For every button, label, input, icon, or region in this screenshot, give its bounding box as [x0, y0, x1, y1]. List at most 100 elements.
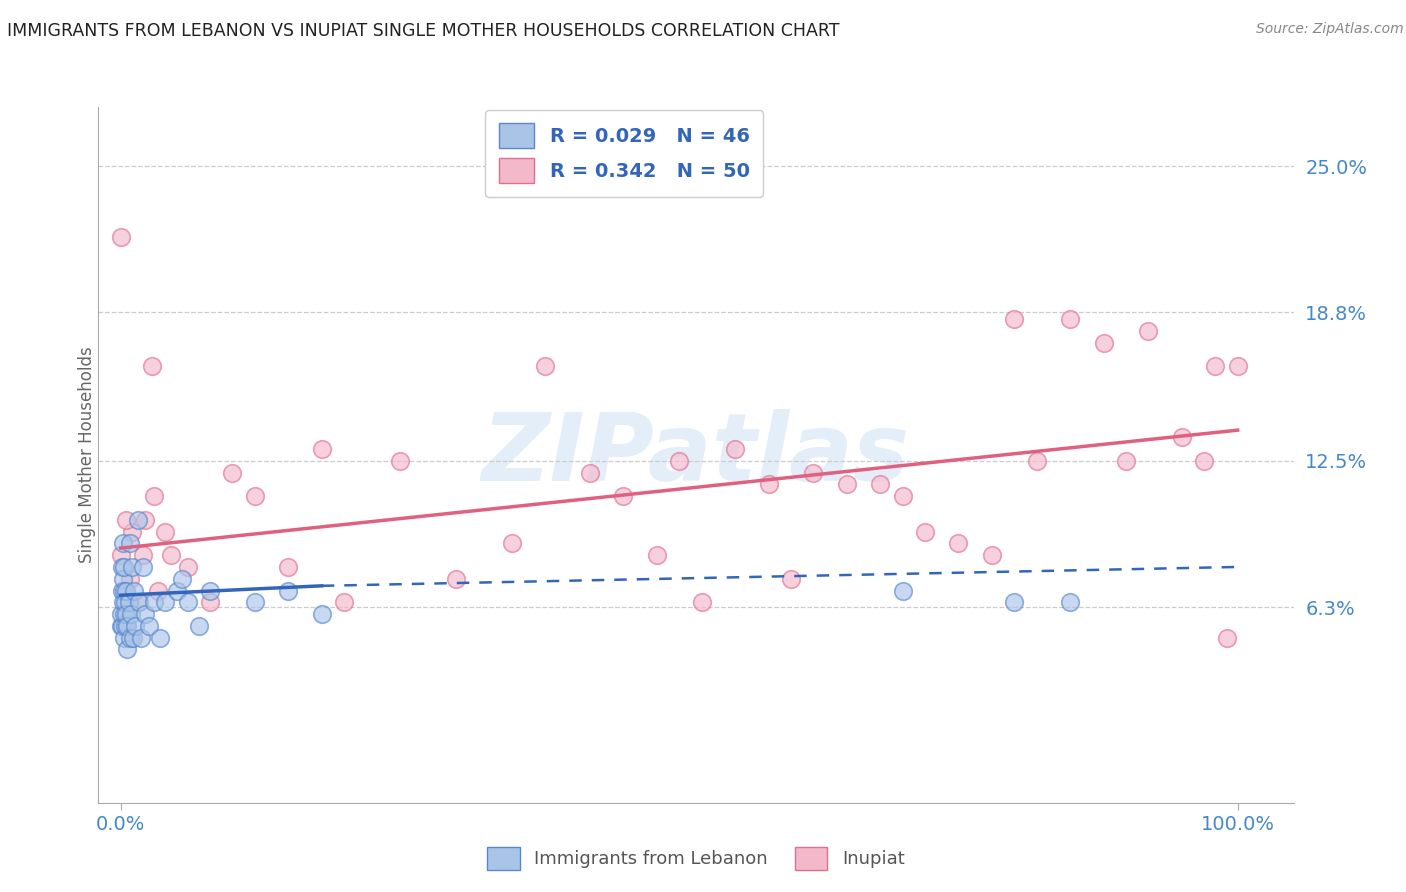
Point [221, 466, 243, 480]
Point [138, 619, 160, 633]
Point [1215, 631, 1237, 645]
Point [534, 359, 557, 374]
Point [120, 607, 142, 621]
Point [118, 536, 141, 550]
Point [668, 454, 690, 468]
Point [311, 607, 333, 621]
Point [1002, 312, 1025, 326]
Point [177, 560, 200, 574]
Point [311, 442, 333, 456]
Point [122, 583, 145, 598]
Text: ZIPatlas: ZIPatlas [482, 409, 910, 501]
Point [160, 548, 183, 562]
Text: Source: ZipAtlas.com: Source: ZipAtlas.com [1256, 22, 1403, 37]
Point [612, 489, 634, 503]
Point [1204, 359, 1226, 374]
Point [155, 595, 177, 609]
Point [117, 619, 139, 633]
Point [277, 583, 299, 598]
Point [128, 595, 150, 609]
Point [143, 595, 166, 609]
Point [801, 466, 824, 480]
Point [1115, 454, 1137, 468]
Y-axis label: Single Mother Households: Single Mother Households [79, 347, 96, 563]
Point [1092, 335, 1115, 350]
Point [132, 548, 155, 562]
Point [117, 642, 139, 657]
Point [1059, 595, 1081, 609]
Point [1171, 430, 1194, 444]
Point [835, 477, 858, 491]
Point [124, 619, 146, 633]
Point [1192, 454, 1215, 468]
Point [948, 536, 970, 550]
Point [115, 607, 138, 621]
Point [891, 583, 914, 598]
Point [388, 454, 411, 468]
Point [444, 572, 467, 586]
Point [110, 607, 132, 621]
Point [132, 560, 155, 574]
Point [198, 583, 221, 598]
Point [121, 524, 143, 539]
Point [114, 595, 136, 609]
Point [112, 607, 135, 621]
Point [1137, 324, 1160, 338]
Point [114, 619, 136, 633]
Point [981, 548, 1004, 562]
Point [115, 583, 138, 598]
Point [172, 572, 194, 586]
Point [243, 489, 266, 503]
Point [690, 595, 713, 609]
Point [122, 631, 145, 645]
Point [645, 548, 668, 562]
Point [111, 583, 134, 598]
Point [111, 536, 134, 550]
Point [1002, 595, 1025, 609]
Point [118, 631, 141, 645]
Point [198, 595, 221, 609]
Point [166, 583, 188, 598]
Point [112, 631, 135, 645]
Point [127, 513, 149, 527]
Legend: Immigrants from Lebanon, Inupiat: Immigrants from Lebanon, Inupiat [479, 839, 912, 877]
Point [110, 619, 132, 633]
Point [155, 524, 177, 539]
Point [110, 229, 132, 244]
Point [1025, 454, 1047, 468]
Point [111, 560, 134, 574]
Point [111, 595, 134, 609]
Point [243, 595, 266, 609]
Point [177, 595, 200, 609]
Point [112, 583, 135, 598]
Point [501, 536, 523, 550]
Point [127, 595, 149, 609]
Point [758, 477, 780, 491]
Point [146, 583, 169, 598]
Point [724, 442, 747, 456]
Point [143, 489, 166, 503]
Point [187, 619, 209, 633]
Point [149, 631, 172, 645]
Point [141, 359, 163, 374]
Point [891, 489, 914, 503]
Point [117, 595, 139, 609]
Point [1059, 312, 1081, 326]
Point [780, 572, 803, 586]
Point [277, 560, 299, 574]
Point [111, 619, 134, 633]
Point [111, 572, 134, 586]
Point [333, 595, 356, 609]
Point [579, 466, 602, 480]
Point [115, 513, 138, 527]
Point [121, 560, 143, 574]
Point [112, 560, 135, 574]
Point [118, 572, 141, 586]
Point [129, 631, 152, 645]
Point [134, 513, 156, 527]
Text: IMMIGRANTS FROM LEBANON VS INUPIAT SINGLE MOTHER HOUSEHOLDS CORRELATION CHART: IMMIGRANTS FROM LEBANON VS INUPIAT SINGL… [7, 22, 839, 40]
Point [134, 607, 156, 621]
Point [1226, 359, 1249, 374]
Point [110, 548, 132, 562]
Point [914, 524, 936, 539]
